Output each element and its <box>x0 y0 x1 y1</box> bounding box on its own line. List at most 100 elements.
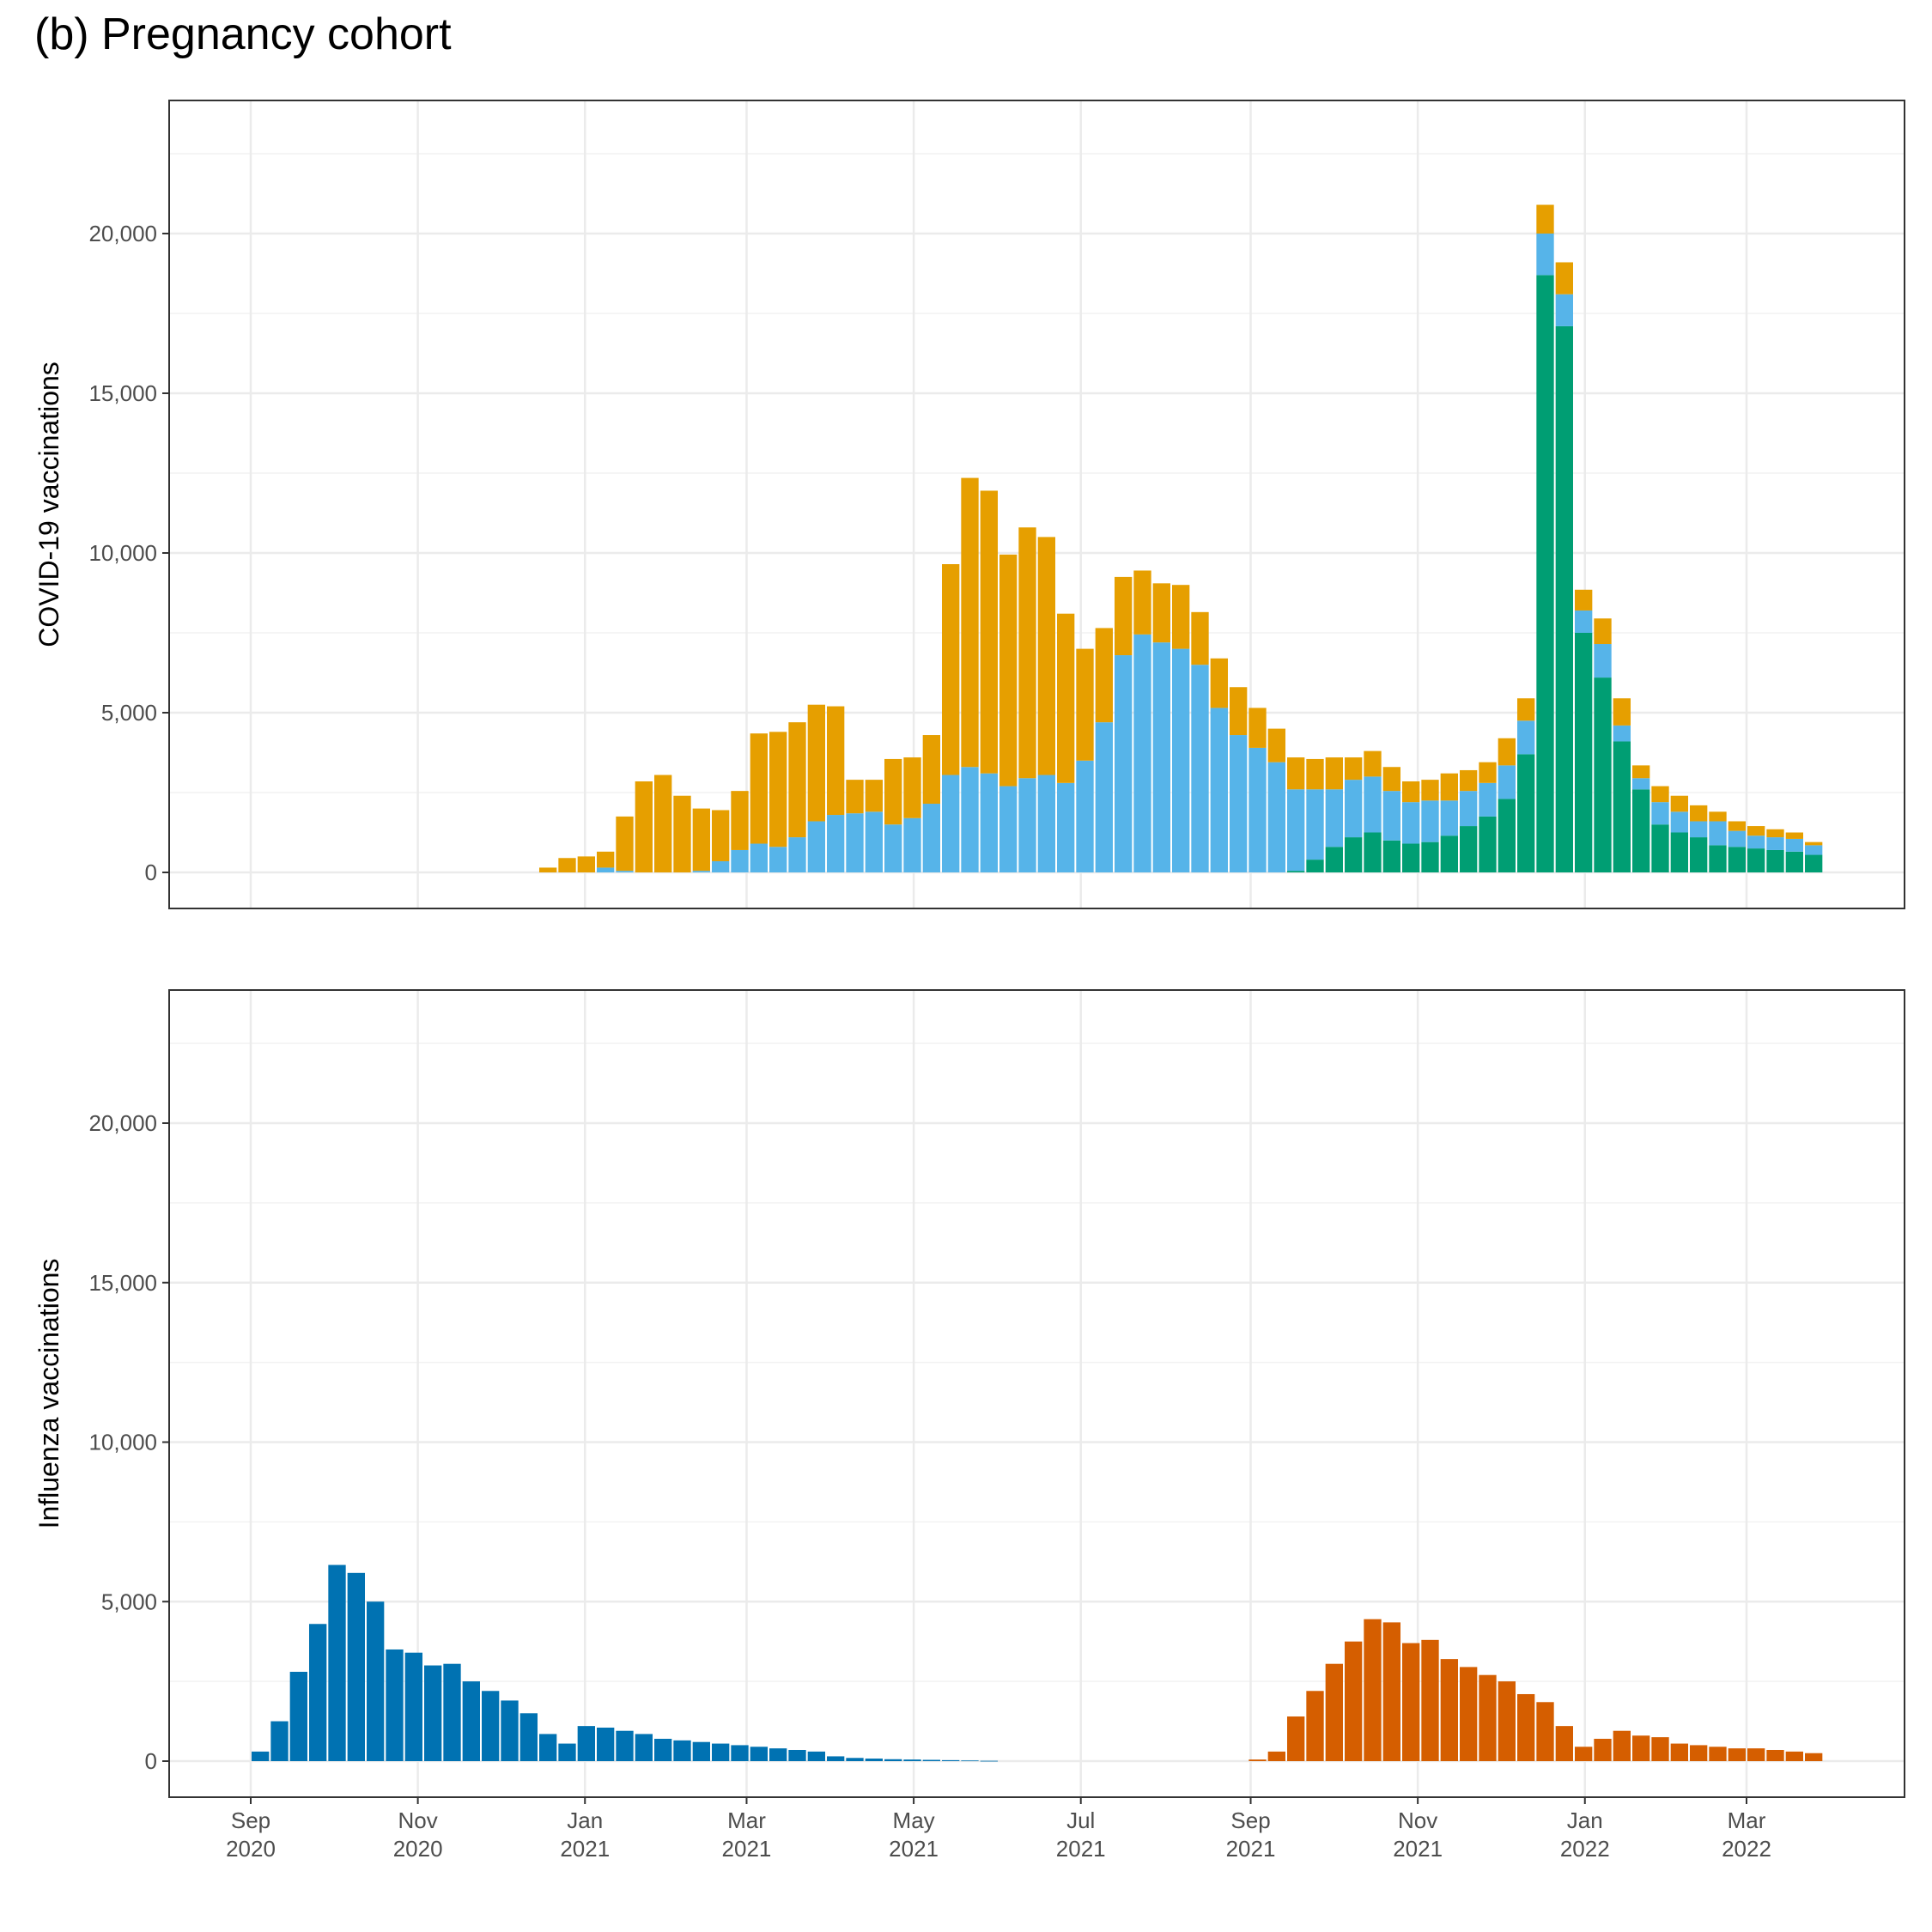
bar-season-2020-21 <box>558 1743 576 1761</box>
bar-season-2020-21 <box>865 1759 883 1761</box>
bar-segment-dose3 <box>1440 835 1458 872</box>
bar-season-2021-22 <box>1747 1748 1765 1761</box>
bar-segment-dose2 <box>1325 789 1343 848</box>
bar-segment-dose1 <box>1152 583 1170 643</box>
bar-segment-dose1 <box>1230 687 1248 736</box>
bar-season-2020-21 <box>980 1760 998 1762</box>
bar-season-2020-21 <box>827 1756 845 1761</box>
bar-segment-dose2 <box>1172 648 1190 872</box>
bar-segment-dose2 <box>1421 800 1439 842</box>
x-tick-label-year: 2022 <box>1722 1836 1771 1862</box>
x-tick-label-month: Nov <box>398 1807 437 1833</box>
bar-segment-dose3 <box>1651 824 1669 872</box>
bar-segment-dose1 <box>1479 762 1497 783</box>
panel-background <box>169 990 1905 1797</box>
bar-segment-dose2 <box>980 773 998 872</box>
y-tick-label: 0 <box>145 1748 157 1774</box>
bar-season-2021-22 <box>1805 1753 1823 1761</box>
bar-segment-dose2 <box>1267 762 1285 872</box>
bar-segment-dose1 <box>1613 698 1631 726</box>
bar-segment-dose1 <box>1133 570 1151 635</box>
bar-segment-dose1 <box>1440 773 1458 801</box>
bar-season-2020-21 <box>903 1759 921 1761</box>
bar-season-2021-22 <box>1479 1674 1497 1761</box>
bar-season-2020-21 <box>769 1748 787 1761</box>
bar-segment-dose1 <box>1115 576 1133 656</box>
bar-segment-dose1 <box>1785 832 1803 839</box>
bar-season-2020-21 <box>884 1759 902 1761</box>
bar-segment-dose1 <box>1498 738 1516 766</box>
y-tick-label: 5,000 <box>101 700 157 726</box>
bar-season-2021-22 <box>1440 1659 1458 1761</box>
panel-border <box>168 989 1905 1798</box>
bar-season-2021-22 <box>1613 1730 1631 1761</box>
bar-segment-dose1 <box>903 757 921 818</box>
bar-segment-dose3 <box>1632 789 1650 872</box>
bar-season-2021-22 <box>1402 1643 1420 1761</box>
bar-season-2021-22 <box>1325 1663 1343 1761</box>
bar-season-2020-21 <box>807 1751 825 1761</box>
covid-panel: 0 5,000 10,000 15,000 20,000 COVID-19 vaccina… <box>33 100 1905 909</box>
bar-season-2020-21 <box>673 1740 691 1761</box>
bar-segment-dose2 <box>1076 760 1094 872</box>
y-tick-label: 10,000 <box>88 540 157 566</box>
bar-segment-dose1 <box>558 858 576 872</box>
bar-segment-dose1 <box>865 780 883 812</box>
bar-segment-dose1 <box>1651 786 1669 803</box>
y-tick-label: 10,000 <box>88 1430 157 1455</box>
bar-segment-dose1 <box>980 490 998 774</box>
bar-segment-dose2 <box>846 813 864 872</box>
bar-segment-dose2 <box>616 871 634 872</box>
bar-segment-dose1 <box>827 706 845 816</box>
bar-season-2021-22 <box>1632 1735 1650 1761</box>
bar-segment-dose2 <box>1382 791 1400 841</box>
bar-segment-dose2 <box>1095 722 1113 872</box>
bar-season-2021-22 <box>1517 1693 1535 1761</box>
bar-segment-dose2 <box>1152 642 1170 872</box>
x-tick-label-month: Sep <box>231 1807 270 1833</box>
bar-segment-dose3 <box>1766 849 1784 872</box>
bar-segment-dose1 <box>999 554 1018 787</box>
bar-segment-dose1 <box>1805 841 1823 846</box>
bar-season-2021-22 <box>1498 1681 1516 1761</box>
bar-segment-dose2 <box>1498 765 1516 799</box>
bar-segment-dose1 <box>712 810 730 861</box>
bar-segment-dose1 <box>1460 769 1478 792</box>
bar-season-2020-21 <box>597 1727 615 1761</box>
bar-segment-dose1 <box>1747 826 1765 836</box>
bar-segment-dose1 <box>1402 781 1420 803</box>
bar-segment-dose3 <box>1805 854 1823 872</box>
y-axis-title: COVID-19 vaccinations <box>33 361 64 647</box>
y-tick-label: 5,000 <box>101 1589 157 1614</box>
bar-segment-dose1 <box>1095 628 1113 723</box>
bar-segment-dose2 <box>1670 811 1688 833</box>
bar-segment-dose2 <box>769 847 787 872</box>
bar-segment-dose1 <box>846 780 864 814</box>
x-tick-label-year: 2020 <box>393 1836 443 1862</box>
bar-segment-dose3 <box>1709 845 1727 872</box>
bar-season-2021-22 <box>1536 1702 1554 1761</box>
bar-segment-dose2 <box>1057 782 1075 872</box>
x-tick-label-month: May <box>893 1807 935 1833</box>
bar-segment-dose2 <box>807 821 825 872</box>
bar-segment-dose2 <box>712 860 730 872</box>
y-tick-label: 20,000 <box>88 1110 157 1136</box>
bar-season-2020-21 <box>270 1721 289 1761</box>
bar-segment-dose2 <box>1575 610 1593 633</box>
bar-segment-dose1 <box>1670 795 1688 812</box>
bar-segment-dose2 <box>903 817 921 872</box>
bar-segment-dose1 <box>1728 821 1746 831</box>
bar-segment-dose2 <box>731 849 749 872</box>
bar-segment-dose2 <box>1785 838 1803 852</box>
bar-segment-dose2 <box>1728 830 1746 848</box>
bar-segment-dose1 <box>731 791 749 850</box>
x-tick-label-month: Jan <box>567 1807 603 1833</box>
x-tick-label-year: 2021 <box>1393 1836 1443 1862</box>
bar-season-2020-21 <box>788 1749 806 1761</box>
bar-segment-dose1 <box>1306 758 1324 790</box>
bar-segment-dose2 <box>692 871 710 872</box>
bar-segment-dose3 <box>1613 741 1631 872</box>
bar-season-2020-21 <box>731 1745 749 1761</box>
y-tick-label: 0 <box>145 860 157 885</box>
bar-segment-dose3 <box>1536 275 1554 872</box>
